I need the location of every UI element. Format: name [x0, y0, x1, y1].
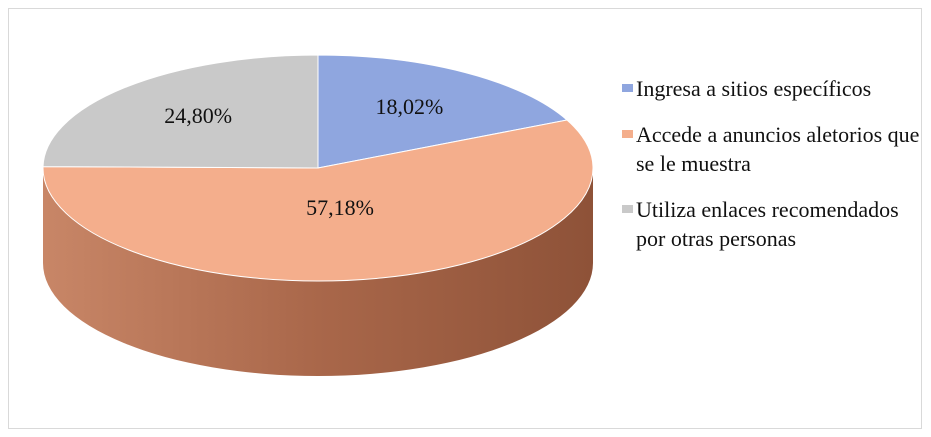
slice [317, 54, 569, 169]
frame [8, 8, 922, 429]
slice-side [43, 168, 593, 376]
legend-item: Ingresa a sitios específicos [622, 74, 922, 103]
legend-label: Utiliza enlaces recomendados por otras p… [636, 197, 899, 251]
slice [42, 119, 594, 282]
data-label: 24,80% [164, 103, 232, 128]
legend-item: Accede a anuncios aletorios que se le mu… [622, 120, 922, 178]
legend-swatch [622, 130, 633, 138]
legend-item: Utiliza enlaces recomendados por otras p… [622, 195, 922, 253]
legend-label: Accede a anuncios aletorios que se le mu… [636, 122, 920, 176]
data-label: 57,18% [306, 195, 374, 220]
legend-label: Ingresa a sitios específicos [636, 76, 872, 101]
legend: Ingresa a sitios específicos Accede a anu… [622, 74, 922, 270]
data-label: 18,02% [376, 94, 444, 119]
legend-swatch [622, 205, 633, 213]
legend-swatch [622, 84, 633, 92]
slice [42, 54, 319, 169]
